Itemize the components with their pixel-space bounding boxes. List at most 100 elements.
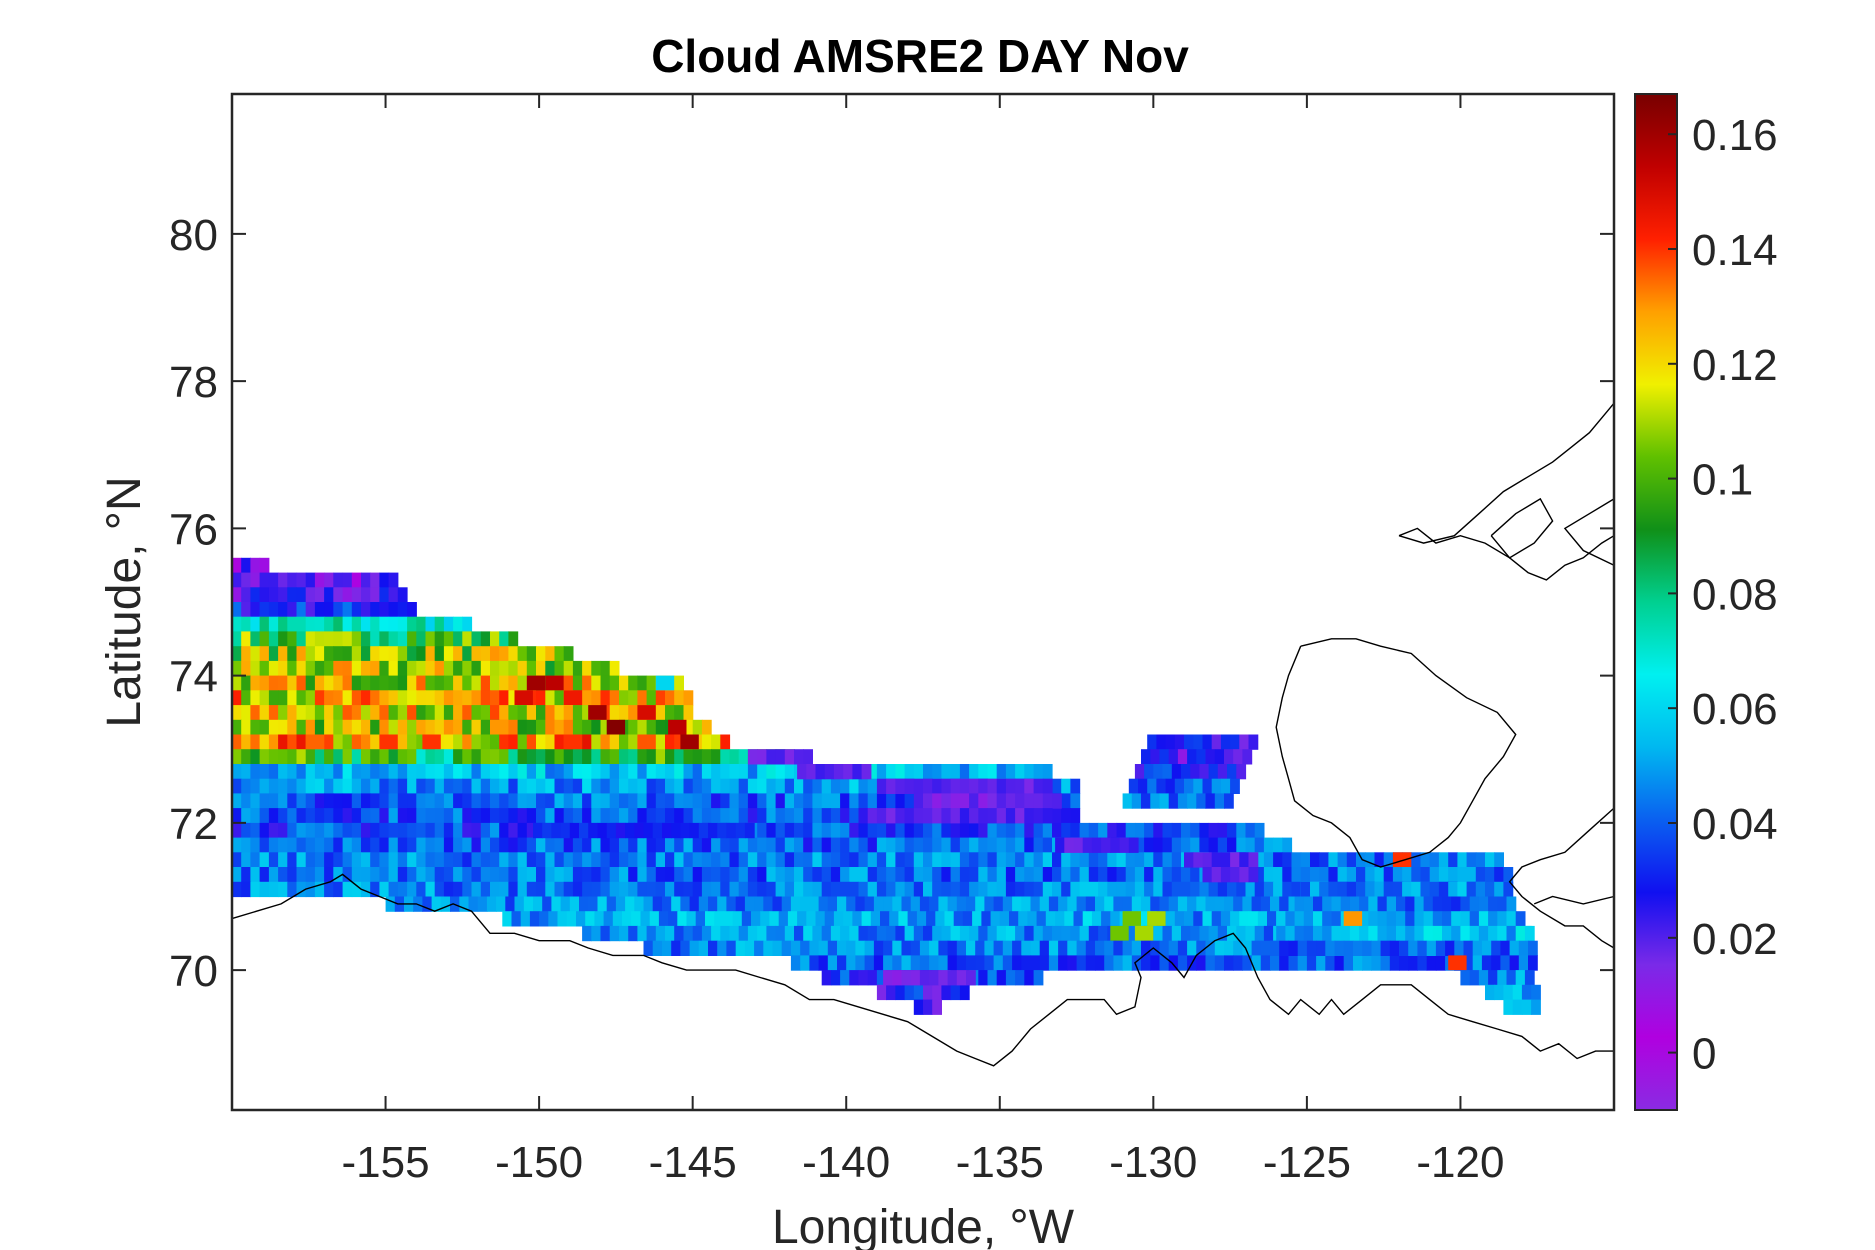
heatmap-cell xyxy=(545,793,556,809)
heatmap-cell xyxy=(416,719,427,736)
heatmap-cell xyxy=(978,793,989,809)
heatmap-cell xyxy=(600,778,611,794)
heatmap-cell xyxy=(1509,955,1520,971)
heatmap-cell xyxy=(1399,955,1409,971)
heatmap-cell xyxy=(324,587,334,603)
heatmap-cell xyxy=(1368,925,1379,942)
heatmap-cell xyxy=(1055,911,1065,927)
heatmap-cell xyxy=(1177,896,1188,912)
heatmap-cell xyxy=(1303,896,1314,912)
heatmap-cell xyxy=(1196,793,1207,809)
heatmap-cell xyxy=(278,749,288,765)
heatmap-cell xyxy=(846,940,856,956)
heatmap-cell xyxy=(1088,822,1099,839)
heatmap-cell xyxy=(665,837,675,853)
heatmap-cell xyxy=(268,646,279,662)
heatmap-cell xyxy=(397,646,408,662)
heatmap-cell xyxy=(490,778,500,794)
heatmap-cell xyxy=(1009,911,1019,927)
heatmap-cell xyxy=(370,749,380,765)
heatmap-cell xyxy=(305,616,316,632)
heatmap-cell xyxy=(434,749,445,765)
heatmap-cell xyxy=(800,955,810,971)
heatmap-cell xyxy=(232,852,242,868)
heatmap-cell xyxy=(821,925,832,942)
heatmap-cell xyxy=(324,631,334,647)
heatmap-cell xyxy=(1039,940,1050,956)
heatmap-cell xyxy=(824,764,835,780)
heatmap-cell xyxy=(1202,911,1213,927)
heatmap-cell xyxy=(582,925,592,942)
heatmap-cell xyxy=(830,822,841,839)
heatmap-cell xyxy=(849,808,860,824)
heatmap-cell xyxy=(1521,999,1532,1015)
heatmap-cell xyxy=(1116,852,1127,868)
heatmap-cell xyxy=(425,837,436,853)
heatmap-cell xyxy=(1279,940,1289,956)
heatmap-cell xyxy=(287,646,298,662)
heatmap-cell xyxy=(397,602,408,618)
heatmap-cell xyxy=(1024,822,1035,839)
heatmap-cell xyxy=(662,940,672,956)
heatmap-cell xyxy=(1024,764,1035,780)
heatmap-cell xyxy=(569,822,580,839)
heatmap-hotspot xyxy=(668,719,687,735)
heatmap-cell xyxy=(674,705,684,721)
heatmap-cell xyxy=(886,925,896,942)
heatmap-cell xyxy=(268,881,279,898)
heatmap-cell xyxy=(1220,867,1231,883)
heatmap-cell xyxy=(766,925,777,942)
heatmap-cell xyxy=(649,911,660,927)
heatmap-cell xyxy=(950,778,961,794)
heatmap-cell xyxy=(536,778,546,794)
heatmap-cell xyxy=(944,911,955,927)
heatmap-cell xyxy=(784,852,795,868)
heatmap-cell xyxy=(324,881,334,898)
heatmap-cell xyxy=(797,911,807,927)
heatmap-cell xyxy=(701,778,712,794)
heatmap-cell xyxy=(886,808,896,824)
heatmap-cell xyxy=(1033,764,1044,780)
heatmap-cell xyxy=(886,822,896,839)
heatmap-cell xyxy=(913,764,924,780)
heatmap-cell xyxy=(554,852,565,868)
heatmap-cell xyxy=(668,911,678,927)
heatmap-cell xyxy=(232,719,242,736)
heatmap-cell xyxy=(1153,822,1164,839)
heatmap-cell xyxy=(655,852,666,868)
heatmap-cell xyxy=(938,970,949,986)
heatmap-cell xyxy=(628,719,638,736)
heatmap-cells xyxy=(232,557,1541,1015)
heatmap-cell xyxy=(351,719,362,736)
heatmap-cell xyxy=(471,675,482,691)
y-tick-label: 76 xyxy=(169,505,218,554)
heatmap-cell xyxy=(342,837,353,853)
heatmap-cell xyxy=(1371,940,1382,956)
heatmap-cell xyxy=(351,749,362,765)
heatmap-cell xyxy=(711,852,721,868)
heatmap-cell xyxy=(797,764,807,780)
heatmap-cell xyxy=(250,602,261,618)
heatmap-cell xyxy=(683,881,694,898)
heatmap-cell xyxy=(923,793,933,809)
heatmap-cell xyxy=(858,822,869,839)
heatmap-cell xyxy=(425,690,436,706)
heatmap-cell xyxy=(397,837,408,853)
heatmap-hotspot xyxy=(680,734,699,750)
heatmap-cell xyxy=(892,896,903,912)
heatmap-cell xyxy=(695,911,706,927)
heatmap-cell xyxy=(324,660,334,677)
heatmap-cell xyxy=(425,646,436,662)
heatmap-cell xyxy=(1217,925,1228,942)
heatmap-cell xyxy=(453,808,463,824)
heatmap-cell xyxy=(597,896,608,912)
heatmap-cell xyxy=(1005,764,1016,780)
heatmap-cell xyxy=(969,808,979,824)
heatmap-cell xyxy=(1128,837,1139,853)
heatmap-cell xyxy=(637,881,648,898)
heatmap-cell xyxy=(480,734,491,750)
heatmap-cell xyxy=(886,793,896,809)
heatmap-cell xyxy=(508,719,519,736)
heatmap-cell xyxy=(938,940,949,956)
heatmap-cell xyxy=(698,940,709,956)
